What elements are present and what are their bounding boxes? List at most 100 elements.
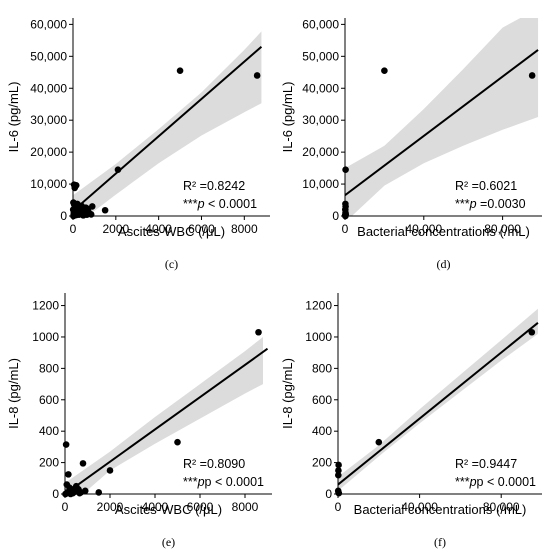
r-squared-label: R² =0.8242 <box>183 179 245 193</box>
y-tick-label: 400 <box>312 424 332 438</box>
x-axis-label: Ascites-WBC (/μL) <box>118 224 225 239</box>
data-point <box>335 489 343 497</box>
y-tick-label: 0 <box>52 487 59 501</box>
x-tick-label: 6000 <box>187 500 214 514</box>
p-symbol: p <box>469 475 477 489</box>
data-point <box>95 489 103 496</box>
data-point <box>101 206 109 214</box>
y-tick-label: 30,000 <box>30 113 67 127</box>
x-tick-label: 80,000 <box>483 500 520 514</box>
x-tick-label: 2000 <box>102 222 129 236</box>
p-symbol: p <box>469 197 477 211</box>
p-stars: *** <box>183 197 198 211</box>
confidence-band <box>65 336 263 494</box>
regression-line <box>73 45 263 212</box>
data-point <box>69 206 77 213</box>
data-point <box>87 211 95 218</box>
x-axis-label: Bacterial concentrations (/mL) <box>357 224 530 239</box>
p-value-text: < 0.0001 <box>205 197 258 211</box>
x-tick-label: 4000 <box>145 222 172 236</box>
p-value-label: ***p < 0.0001 <box>183 197 257 211</box>
y-tick-label: 10,000 <box>302 177 339 191</box>
x-tick-label: 40,000 <box>401 500 438 514</box>
x-tick-label: 6000 <box>188 222 215 236</box>
data-point <box>342 166 349 173</box>
x-axis-label: Ascites-WBC (/μL) <box>115 502 222 517</box>
y-tick-label: 20,000 <box>30 145 67 159</box>
y-axis-label: IL-8 (pg/mL) <box>280 358 295 429</box>
regression-line <box>345 49 539 197</box>
y-tick-label: 10,000 <box>30 177 67 191</box>
y-tick-label: 60,000 <box>30 17 67 31</box>
y-tick-label: 50,000 <box>302 49 339 63</box>
y-tick-label: 400 <box>39 424 59 438</box>
p-stars: *** <box>455 475 470 489</box>
panel-letter: (d) <box>437 257 451 271</box>
p-stars: *** <box>183 475 198 489</box>
x-tick-label: 0 <box>62 500 69 514</box>
data-point <box>528 72 536 79</box>
p-value-label: ***p =0.0030 <box>455 197 526 211</box>
data-point <box>335 467 342 474</box>
y-tick-label: 0 <box>325 487 332 501</box>
x-tick-label: 8000 <box>231 222 258 236</box>
data-point <box>62 490 69 498</box>
panel-letter: (e) <box>162 535 175 549</box>
y-tick-label: 1000 <box>305 330 332 344</box>
y-tick-label: 0 <box>60 209 67 223</box>
y-tick-label: 200 <box>39 456 59 470</box>
data-point <box>88 203 96 210</box>
p-value-text: =0.0030 <box>477 197 526 211</box>
y-tick-label: 600 <box>312 393 332 407</box>
x-tick-label: 4000 <box>142 500 169 514</box>
data-point <box>381 67 388 74</box>
r-squared-label: R² =0.6021 <box>455 179 517 193</box>
x-tick-label: 80,000 <box>484 222 521 236</box>
data-point <box>63 481 71 488</box>
y-axis-label: IL-6 (pg/mL) <box>6 82 21 153</box>
confidence-band <box>345 18 539 216</box>
data-point <box>255 328 262 336</box>
regression-line <box>65 347 269 494</box>
p-value-label: ***pp < 0.0001 <box>455 475 536 489</box>
y-tick-label: 600 <box>39 393 59 407</box>
y-tick-label: 30,000 <box>302 113 339 127</box>
data-point <box>114 166 122 173</box>
p-symbol: p <box>197 475 205 489</box>
p-value-label: ***pp < 0.0001 <box>183 475 264 489</box>
y-tick-label: 50,000 <box>30 49 67 63</box>
y-tick-label: 1200 <box>305 299 332 313</box>
y-axis-label: IL-6 (pg/mL) <box>280 82 295 153</box>
p-symbol: p <box>197 197 205 211</box>
y-tick-label: 40,000 <box>30 81 67 95</box>
data-point <box>528 328 536 336</box>
x-tick-label: 0 <box>342 222 349 236</box>
panel-d: 0 10,000 20,000 30,000 40,000 50,000 60,000 0 40… <box>280 17 542 271</box>
data-point <box>71 184 79 192</box>
data-point <box>65 471 72 478</box>
data-point <box>335 471 342 479</box>
panel-e: 0 200 400 600 800 1000 1200 0 2000 4000 6000 8000 As… <box>6 293 272 549</box>
panel-letter: (f) <box>434 535 446 549</box>
data-point <box>76 489 83 497</box>
p-value-text: p < 0.0001 <box>477 475 536 489</box>
p-value-text: p < 0.0001 <box>205 475 264 489</box>
y-tick-label: 40,000 <box>302 81 339 95</box>
x-tick-label: 40,000 <box>405 222 442 236</box>
data-point <box>70 212 77 220</box>
panel-c: 0 10,000 20,000 30,000 40,000 50,000 60,000 0 20… <box>6 17 270 271</box>
y-tick-label: 20,000 <box>302 145 339 159</box>
data-point <box>375 438 383 446</box>
y-tick-label: 800 <box>39 361 59 375</box>
data-point <box>342 212 349 220</box>
r-squared-label: R² =0.9447 <box>455 457 517 471</box>
data-point <box>174 438 181 446</box>
p-stars: *** <box>455 197 470 211</box>
y-tick-label: 1200 <box>32 299 59 313</box>
regression-line <box>338 322 539 486</box>
data-point <box>335 461 342 469</box>
data-point <box>253 72 261 79</box>
y-tick-label: 60,000 <box>302 17 339 31</box>
x-tick-label: 0 <box>335 500 342 514</box>
